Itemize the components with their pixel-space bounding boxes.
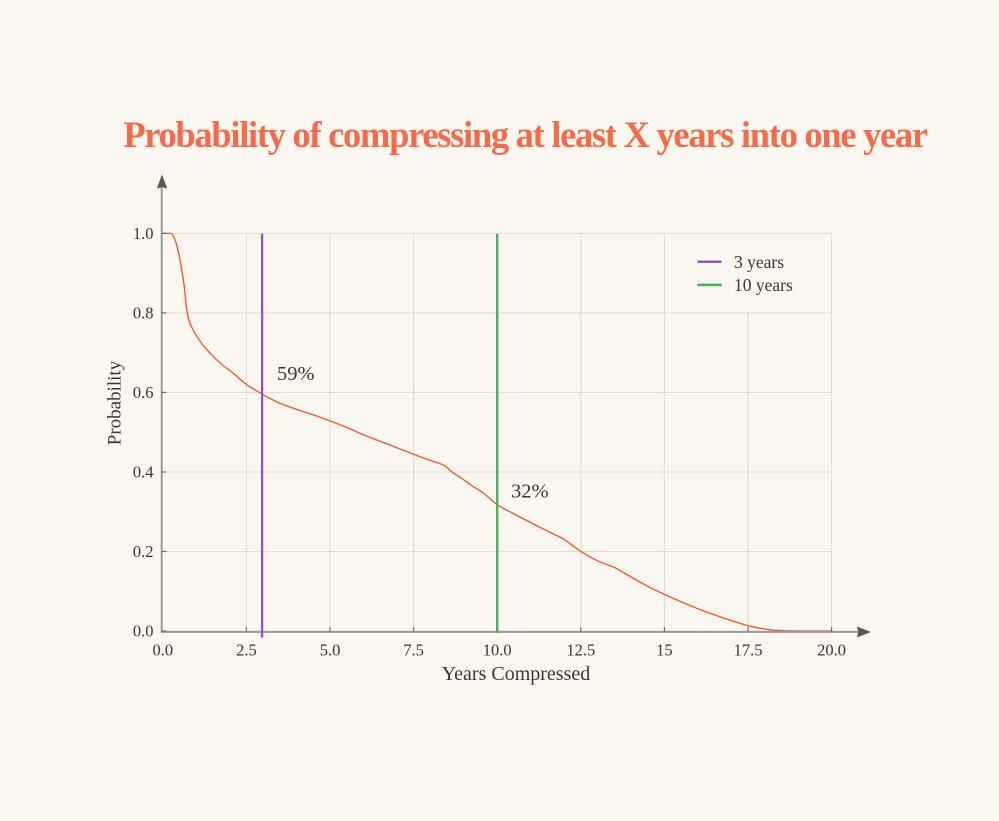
svg-text:Probability: Probability [105,360,126,445]
svg-text:5.0: 5.0 [320,641,341,660]
svg-text:1.0: 1.0 [133,224,154,243]
svg-text:17.5: 17.5 [734,641,763,660]
svg-text:20.0: 20.0 [817,641,846,660]
svg-text:0.0: 0.0 [152,641,173,660]
svg-text:7.5: 7.5 [403,641,424,660]
svg-text:15: 15 [656,641,673,660]
svg-text:59%: 59% [277,363,315,385]
svg-text:0.6: 0.6 [133,383,154,402]
svg-text:10.0: 10.0 [483,641,512,660]
svg-text:10 years: 10 years [734,275,793,295]
svg-text:Probability of compressing at: Probability of compressing at least X ye… [123,114,928,155]
svg-text:12.5: 12.5 [566,641,595,660]
svg-text:32%: 32% [511,480,549,502]
svg-text:Years Compressed: Years Compressed [442,663,591,685]
svg-text:0.8: 0.8 [133,303,154,322]
svg-text:3 years: 3 years [734,252,784,272]
svg-text:0.0: 0.0 [133,622,154,641]
svg-text:2.5: 2.5 [236,641,257,660]
svg-text:0.2: 0.2 [133,542,154,561]
svg-text:0.4: 0.4 [133,463,154,482]
